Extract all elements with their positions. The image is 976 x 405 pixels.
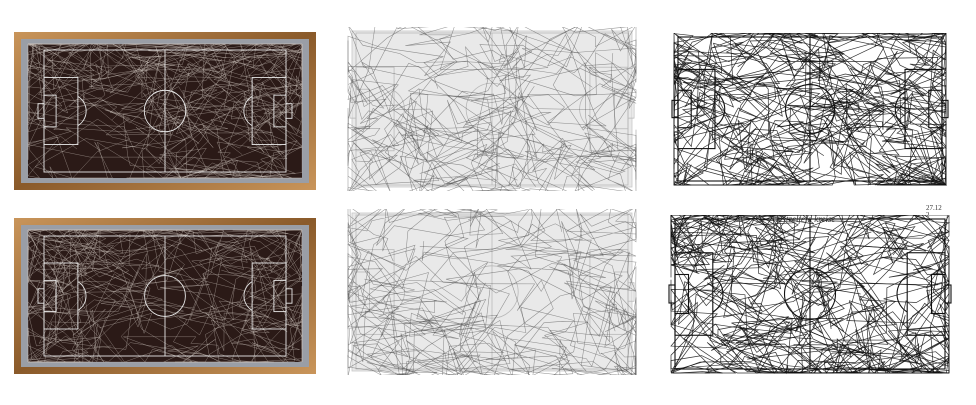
handwritten-note-line-2: 2 <box>926 212 942 219</box>
artwork-top-right-ink-drawing <box>668 33 952 187</box>
artwork-top-middle-grey-tracing <box>346 27 638 191</box>
artwork-top-left-framed-dark-pitch <box>14 32 316 190</box>
handwritten-note: 27.12 2 <box>926 205 942 219</box>
artwork-bottom-middle-grey-tracing <box>346 209 638 375</box>
artwork-bottom-left-framed-dark-pitch <box>14 218 316 374</box>
handwritten-caption: kritzelfeld kreise <box>776 214 835 224</box>
artwork-bottom-right-ink-drawing <box>665 215 955 375</box>
